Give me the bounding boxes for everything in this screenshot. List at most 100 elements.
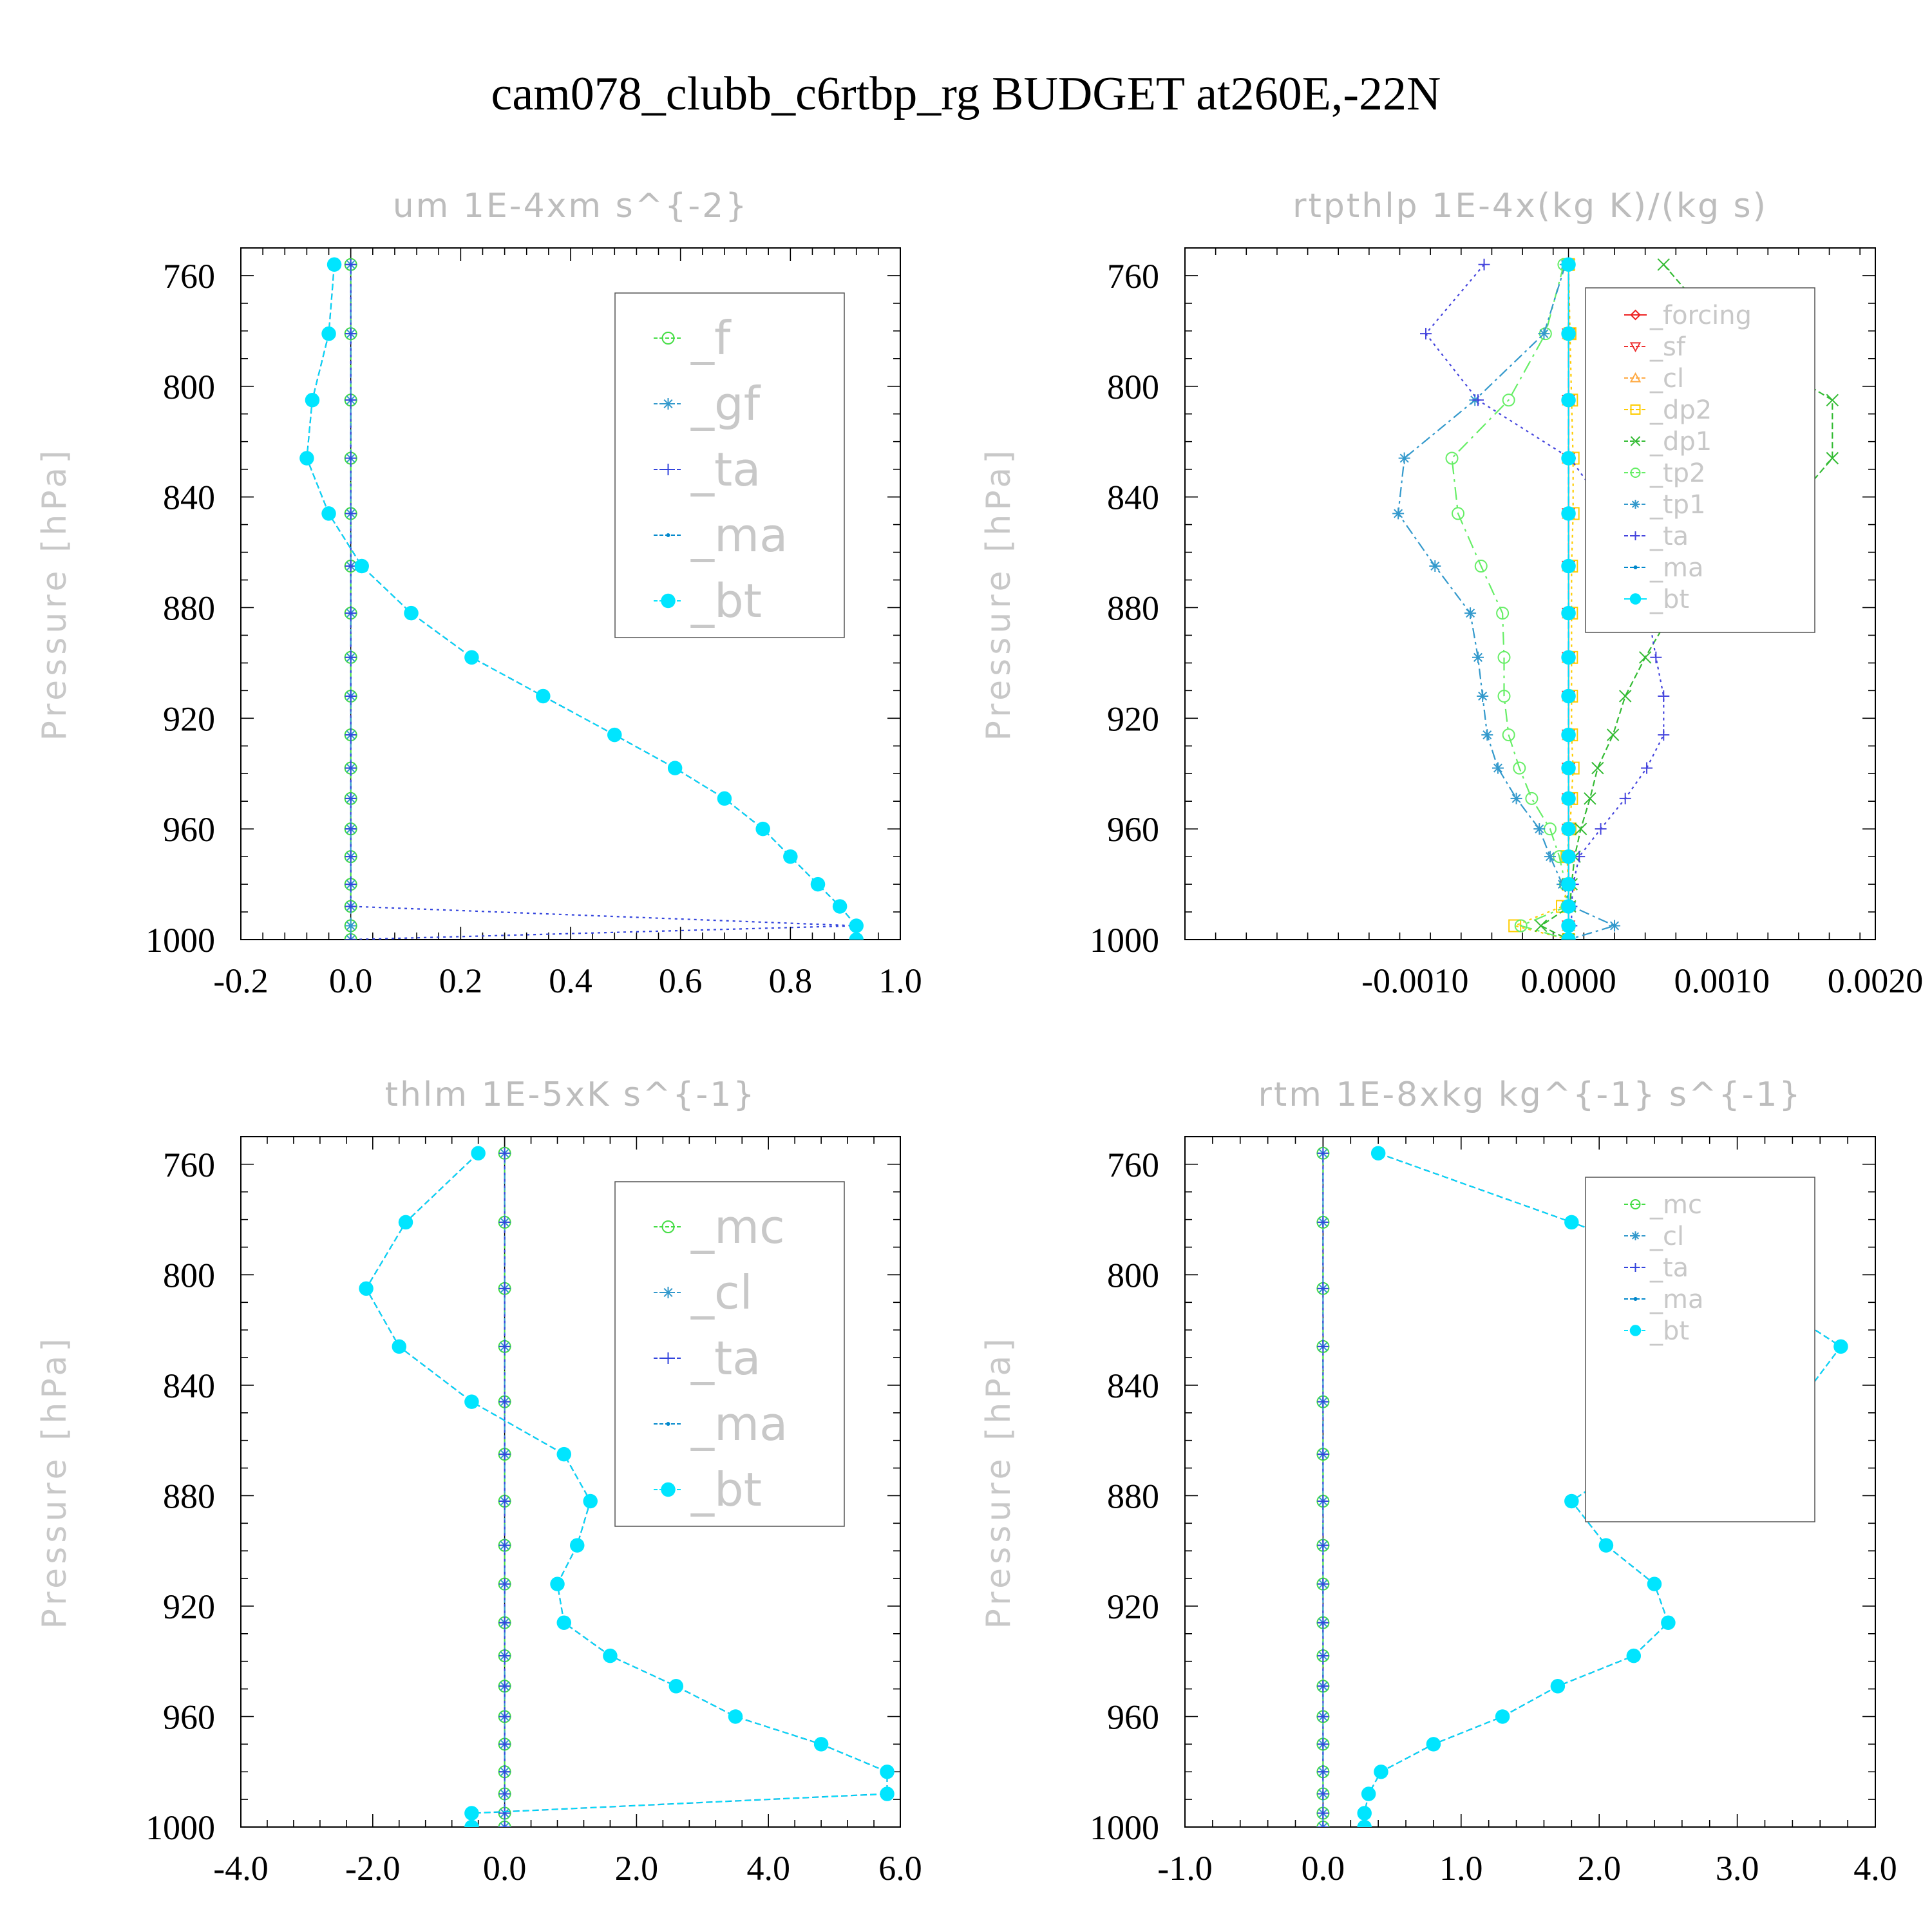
data-point [1658,690,1670,702]
data-point [1478,258,1490,270]
data-point [755,821,770,837]
data-point [1641,762,1653,774]
panel-title: um 1E-4xm s^{-2} [393,187,749,225]
data-point [1317,1340,1329,1352]
data-point [345,920,357,932]
figure-title: cam078_clubb_c6rtbp_rg BUDGET at260E,-22… [491,68,1441,120]
legend-item: _sf [1624,332,1686,362]
data-point [1317,1616,1329,1629]
legend-box [614,1181,845,1527]
data-point [345,792,357,804]
legend-item: _ma [1624,1285,1703,1314]
data-point [1564,1493,1579,1509]
data-point [345,851,357,863]
x-tick-label: 1.0 [1439,1849,1483,1888]
series-line [1425,264,1665,940]
legend-label: _mc [690,1200,785,1254]
data-point [1317,1448,1329,1461]
legend-marker [662,464,674,475]
panel-title: rtm 1E-8xkg kg^{-1} s^{-1} [1258,1075,1802,1114]
data-point [1561,257,1576,272]
legend-box [1585,287,1815,633]
data-point [1429,560,1441,573]
data-point [1538,328,1550,340]
y-tick-label: 1000 [146,1808,215,1847]
data-point [1474,560,1488,573]
y-tick-label: 960 [1107,810,1159,849]
x-tick-label: -0.2 [213,961,268,1000]
data-point [345,651,357,663]
data-point [498,1807,511,1819]
data-point [392,1339,407,1354]
chart-panel-4: rtm 1E-8xkg kg^{-1} s^{-1} Pressure [hPa]… [980,1075,1897,1888]
data-point [1561,932,1576,940]
data-point [1561,558,1576,574]
x-tick-label: 0.0 [483,1849,527,1888]
legend-marker [1629,342,1642,353]
x-tick-label: 0.0010 [1674,961,1770,1000]
data-point [880,1786,895,1801]
legend-label: _dp1 [1649,427,1712,457]
y-axis-label: Pressure [hPa] [980,1335,1018,1629]
x-tick-label: 4.0 [1853,1849,1897,1888]
data-point [345,934,357,940]
legend: _mc_cl_ta_ma_bt [1585,1177,1815,1522]
legend: _mc_cl_ta_ma_bt [614,1181,845,1527]
data-point [832,899,848,914]
data-point [345,878,357,891]
data-point [1317,1680,1329,1692]
y-tick-label: 760 [1107,1146,1159,1184]
data-point [583,1493,598,1509]
legend-label: _gf [690,377,761,431]
data-point [498,1710,511,1723]
data-point [1317,1821,1329,1827]
data-point [299,451,314,466]
legend-item: _dp1 [1624,427,1712,457]
plot-area [299,257,864,940]
legend-marker [1630,404,1641,415]
data-point [1510,792,1522,804]
legend-item: _tp2 [1624,459,1706,488]
data-point [1561,688,1576,704]
data-point [728,1709,743,1724]
data-point [880,1764,895,1779]
x-tick-label: 0.0 [1302,1849,1345,1888]
data-point [667,761,683,775]
data-point [1514,919,1528,933]
data-point [1357,1806,1372,1821]
y-tick-label: 840 [1107,478,1159,517]
data-point [1561,876,1576,892]
data-point [1317,1578,1329,1590]
data-point [1598,1538,1614,1553]
y-axis-label: Pressure [hPa] [980,447,1018,741]
data-point [1561,849,1576,864]
data-point [1561,605,1576,621]
data-point [1550,1679,1566,1694]
data-point [1502,728,1515,742]
legend-item: _cl [1624,364,1684,393]
data-point [1584,792,1596,805]
data-point [1426,1737,1441,1752]
data-point [464,1819,479,1827]
x-tick-label: -4.0 [213,1849,268,1888]
data-point [1561,727,1576,743]
data-point [1561,451,1576,466]
y-tick-label: 800 [1107,1256,1159,1294]
data-point [1477,690,1489,702]
legend-item: _ma [1624,553,1703,583]
data-point [1564,1215,1579,1230]
plot-area [359,1146,895,1827]
series-line [365,1153,888,1827]
plot-frame [240,1136,901,1828]
legend-item: _ma [654,508,788,562]
y-tick-label: 800 [163,1256,215,1294]
data-point [345,394,357,406]
data-point [498,1448,511,1461]
legend-marker [1630,468,1641,478]
data-point [354,558,369,574]
legend-label: _f [690,311,732,365]
data-point [1452,507,1465,520]
panel-title: thlm 1E-5xK s^{-1} [385,1075,757,1114]
legend-item: _cl [1624,1222,1684,1251]
data-point [1317,1495,1329,1508]
